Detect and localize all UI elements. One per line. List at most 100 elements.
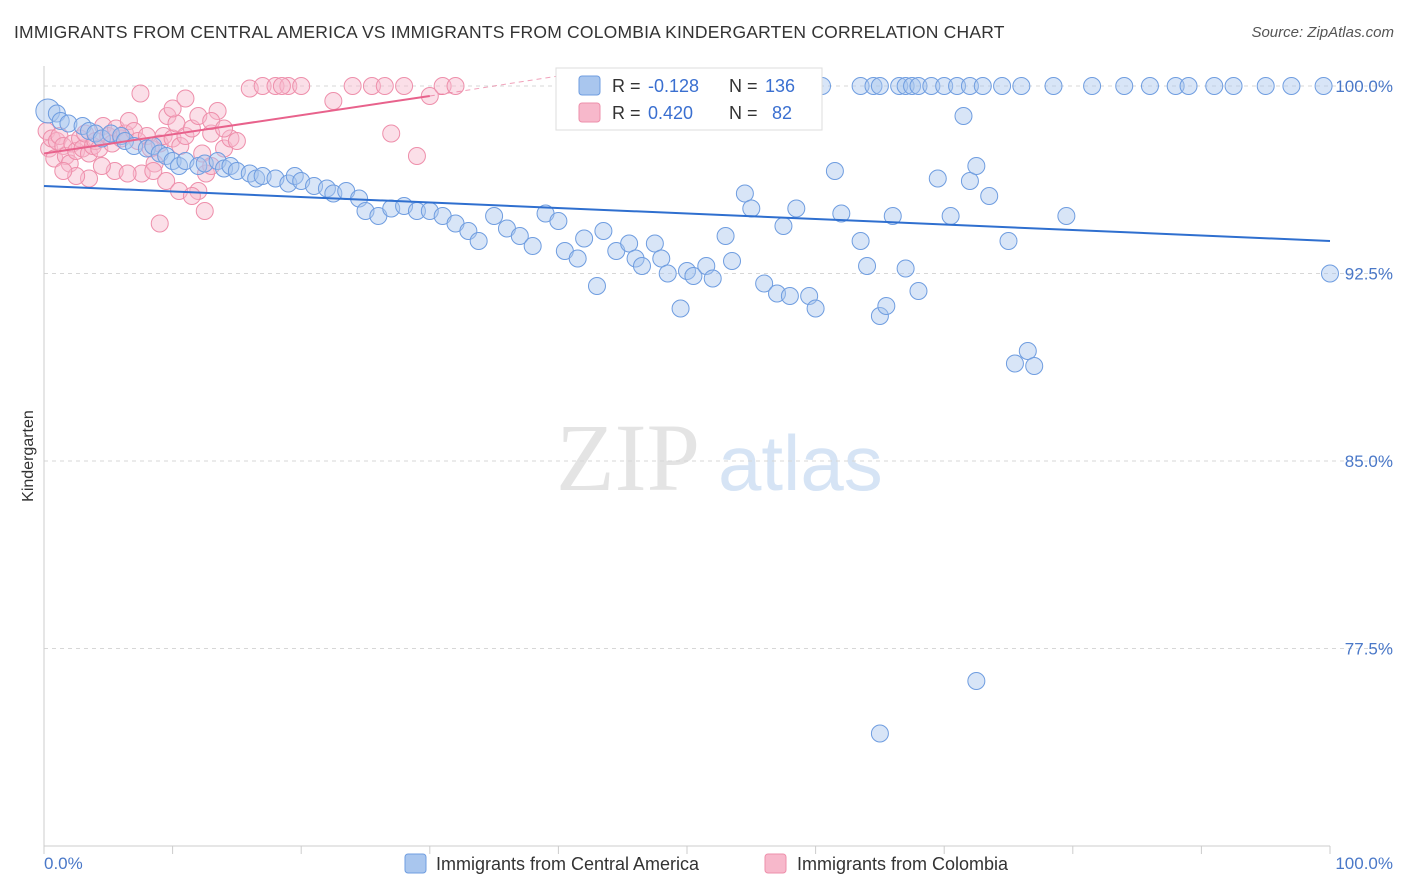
central-america-point (787, 199, 806, 218)
legend-blue-swatch (404, 853, 427, 874)
stats-pink-swatch (578, 102, 601, 123)
stats-pink-r-label: R = (612, 103, 641, 123)
central-america-point (1083, 77, 1102, 95)
colombia-point (343, 77, 362, 95)
central-america-point (851, 77, 870, 95)
central-america-point (980, 187, 999, 205)
central-america-point (896, 259, 915, 278)
central-america-point (658, 264, 677, 283)
central-america-point (1012, 77, 1031, 95)
central-america-point (1314, 77, 1333, 95)
central-america-points (35, 77, 1339, 743)
legend-pink-swatch (764, 853, 787, 874)
stats-blue-r-value: -0.128 (648, 76, 699, 96)
colombia-point (195, 202, 214, 220)
central-america-point (960, 77, 979, 95)
central-america-point (858, 257, 877, 275)
central-america-point (684, 267, 703, 285)
central-america-point (967, 157, 986, 175)
source-credit: Source: ZipAtlas.com (1251, 24, 1394, 41)
central-america-point (870, 307, 889, 325)
central-america-trend-line (43, 185, 1331, 242)
central-america-point (909, 282, 928, 300)
colombia-point (144, 162, 163, 180)
central-america-point (928, 169, 947, 188)
colombia-trend-line (43, 95, 430, 155)
central-america-point (510, 227, 529, 245)
central-america-point (806, 299, 825, 318)
legend-blue-label: Immigrants from Central America (436, 854, 700, 874)
central-america-point (594, 222, 613, 240)
colombia-point (362, 77, 381, 95)
stats-blue-n-label: N = (729, 76, 758, 96)
central-america-point (652, 249, 671, 268)
central-america-point (549, 212, 568, 230)
legend-pink-label: Immigrants from Colombia (797, 854, 1009, 874)
colombia-point (279, 77, 298, 95)
central-america-point (851, 232, 870, 250)
watermark: ZIP atlas (556, 404, 883, 511)
colombia-point (157, 172, 176, 190)
central-america-point (780, 287, 799, 305)
legend: Immigrants from Central America Immigran… (404, 853, 1009, 874)
y-axis-label: Kindergarten (20, 410, 37, 502)
central-america-point (626, 249, 645, 268)
stats-box: R = -0.128 N = 136 R = 0.420 N = 82 (555, 67, 823, 131)
central-america-point (101, 124, 120, 143)
central-america-point (59, 114, 78, 133)
central-america-point (1057, 207, 1076, 225)
central-america-point (1005, 354, 1024, 373)
colombia-point (382, 124, 401, 143)
colombia-point (163, 99, 182, 118)
central-america-point (877, 297, 896, 315)
colombia-point (446, 77, 465, 95)
central-america-point (832, 204, 851, 223)
colombia-point (407, 147, 426, 165)
central-america-point (735, 184, 754, 203)
central-america-point (954, 107, 973, 125)
central-america-point (92, 129, 111, 148)
colombia-point (119, 112, 138, 130)
central-america-point (1282, 77, 1301, 95)
central-america-point (1115, 77, 1134, 95)
central-america-point (671, 299, 690, 318)
stats-blue-swatch (578, 75, 601, 96)
central-america-point (1025, 357, 1044, 375)
central-america-point (909, 77, 928, 95)
colombia-point (131, 84, 150, 103)
colombia-point (324, 92, 343, 110)
y-tick-label: 100.0% (1335, 77, 1393, 96)
colombia-point (227, 132, 246, 150)
colombia-point (182, 187, 201, 205)
colombia-point (54, 162, 73, 180)
central-america-point (469, 232, 488, 250)
central-america-point (883, 207, 902, 225)
central-america-point (941, 207, 960, 225)
central-america-point (903, 77, 922, 95)
central-america-point (896, 77, 915, 95)
central-america-point (703, 269, 722, 288)
central-america-point (587, 277, 606, 295)
colombia-points (37, 77, 465, 233)
colombia-point (208, 102, 227, 120)
central-america-point (948, 77, 967, 95)
central-america-point (870, 77, 889, 95)
colombia-point (150, 214, 169, 233)
y-tick-labels: 100.0% 92.5% 85.0% 77.5% (1335, 77, 1393, 659)
central-america-point (870, 724, 889, 743)
trend-lines (43, 75, 1331, 242)
central-america-point (825, 162, 844, 180)
central-america-point (1179, 77, 1198, 95)
colombia-point (253, 77, 272, 95)
central-america-point (1256, 77, 1275, 95)
central-america-point (993, 77, 1012, 95)
central-america-point (999, 232, 1018, 250)
chart-title: IMMIGRANTS FROM CENTRAL AMERICA VS IMMIG… (14, 22, 1005, 42)
central-america-point (1205, 77, 1224, 95)
colombia-point (118, 164, 137, 183)
central-america-point (774, 217, 793, 235)
central-america-point (575, 229, 594, 248)
central-america-point (723, 252, 742, 270)
central-america-point (755, 274, 774, 293)
